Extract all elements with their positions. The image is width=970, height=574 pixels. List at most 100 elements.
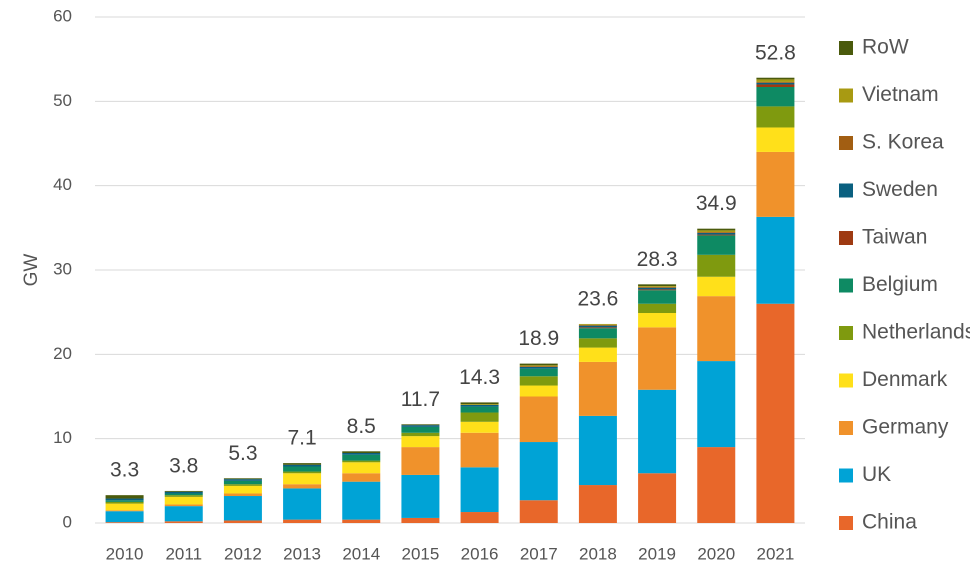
bar-segment bbox=[105, 500, 144, 502]
bar-segment bbox=[105, 510, 144, 512]
bar-segment bbox=[756, 303, 795, 523]
total-label: 3.3 bbox=[110, 459, 139, 482]
bar-segment bbox=[460, 406, 499, 413]
bar-segment bbox=[164, 490, 203, 492]
legend-label: Germany bbox=[862, 416, 949, 439]
bar-segment bbox=[342, 481, 381, 520]
bar-segment bbox=[638, 303, 677, 314]
bar-segment bbox=[519, 442, 558, 501]
legend-label: Vietnam bbox=[862, 83, 939, 106]
bar-segment bbox=[638, 327, 677, 390]
bar-segment bbox=[223, 479, 262, 481]
y-tick-label: 40 bbox=[53, 175, 72, 194]
bar-segment bbox=[697, 234, 736, 236]
bar-segment bbox=[756, 86, 795, 107]
legend-swatch bbox=[839, 88, 853, 103]
bar-segment bbox=[164, 504, 203, 507]
y-tick-label: 50 bbox=[53, 91, 72, 110]
legend-label: Denmark bbox=[862, 368, 948, 391]
x-tick-label: 2016 bbox=[461, 544, 499, 563]
bar-segment bbox=[638, 313, 677, 328]
bar-segment bbox=[697, 447, 736, 523]
x-tick-label: 2013 bbox=[283, 544, 321, 563]
bar-segment bbox=[223, 480, 262, 485]
bar-segment bbox=[697, 230, 736, 233]
legend-label: S. Korea bbox=[862, 131, 944, 154]
bar-segment bbox=[697, 254, 736, 277]
legend-swatch bbox=[839, 183, 853, 198]
bar-segment bbox=[519, 366, 558, 369]
bar-segment bbox=[164, 521, 203, 523]
bar-segment bbox=[164, 493, 203, 496]
bar-segment bbox=[756, 84, 795, 87]
bar-segment bbox=[519, 376, 558, 386]
legend-swatch bbox=[839, 41, 853, 55]
legend-label: Netherlands bbox=[862, 321, 970, 344]
x-tick-label: 2021 bbox=[757, 544, 795, 563]
bar-segment bbox=[756, 216, 795, 304]
bar-segment bbox=[164, 495, 203, 497]
bar-segment bbox=[578, 325, 617, 328]
bar-segment bbox=[697, 232, 736, 233]
legend-label: Sweden bbox=[862, 178, 938, 201]
bar-segment bbox=[578, 323, 617, 325]
legend-swatch bbox=[839, 278, 853, 293]
x-tick-label: 2015 bbox=[402, 544, 440, 563]
bar-segment bbox=[638, 389, 677, 474]
x-tick-label: 2011 bbox=[165, 544, 202, 563]
total-label: 34.9 bbox=[696, 192, 737, 215]
bar-segment bbox=[519, 363, 558, 366]
x-tick-label: 2010 bbox=[106, 544, 144, 563]
bar-segment bbox=[105, 503, 144, 511]
total-label: 3.8 bbox=[169, 455, 198, 478]
bar-segment bbox=[578, 361, 617, 416]
bar-segment bbox=[283, 463, 322, 465]
bar-segment bbox=[638, 473, 677, 523]
y-tick-label: 30 bbox=[53, 259, 72, 278]
bar-segment bbox=[638, 289, 677, 291]
bar-segment bbox=[342, 473, 381, 482]
bar-segment bbox=[578, 328, 617, 339]
y-axis-label: GW bbox=[21, 254, 42, 287]
bar-segment bbox=[756, 81, 795, 83]
bar-segment bbox=[638, 286, 677, 287]
bar-segment bbox=[401, 447, 440, 475]
legend-swatch bbox=[839, 516, 853, 530]
total-label: 14.3 bbox=[459, 366, 500, 389]
bar-segment bbox=[460, 512, 499, 523]
y-tick-label: 0 bbox=[63, 512, 72, 531]
bar-segment bbox=[460, 432, 499, 468]
y-tick-label: 20 bbox=[53, 344, 72, 363]
bar-segment bbox=[697, 235, 736, 255]
bar-segment bbox=[460, 412, 499, 422]
bar-segment bbox=[578, 338, 617, 348]
bar-segment bbox=[164, 491, 203, 494]
total-label: 11.7 bbox=[401, 388, 440, 411]
bar-segment bbox=[460, 404, 499, 407]
bar-segment bbox=[283, 488, 322, 520]
bar-segment bbox=[460, 467, 499, 513]
legend-label: RoW bbox=[862, 36, 909, 59]
bar-segment bbox=[283, 466, 322, 472]
legend-label: UK bbox=[862, 463, 891, 486]
bar-segment bbox=[460, 421, 499, 433]
total-label: 52.8 bbox=[755, 41, 796, 64]
bar-segment bbox=[697, 296, 736, 362]
bar-segment bbox=[519, 366, 558, 367]
bar-segment bbox=[697, 228, 736, 231]
total-label: 28.3 bbox=[637, 248, 678, 271]
legend-swatch bbox=[839, 136, 853, 150]
bar-segment bbox=[578, 347, 617, 362]
bar-segment bbox=[638, 290, 677, 304]
legend-swatch bbox=[839, 326, 853, 340]
total-label: 7.1 bbox=[287, 427, 316, 450]
bar-segment bbox=[697, 232, 736, 235]
total-label: 5.3 bbox=[228, 442, 257, 465]
bar-segment bbox=[223, 496, 262, 521]
bar-segment bbox=[697, 276, 736, 297]
bar-segment bbox=[401, 432, 440, 437]
x-tick-label: 2020 bbox=[697, 544, 735, 563]
bar-segment bbox=[342, 453, 381, 455]
bar-segment bbox=[401, 424, 440, 426]
bar-segment bbox=[283, 473, 322, 485]
